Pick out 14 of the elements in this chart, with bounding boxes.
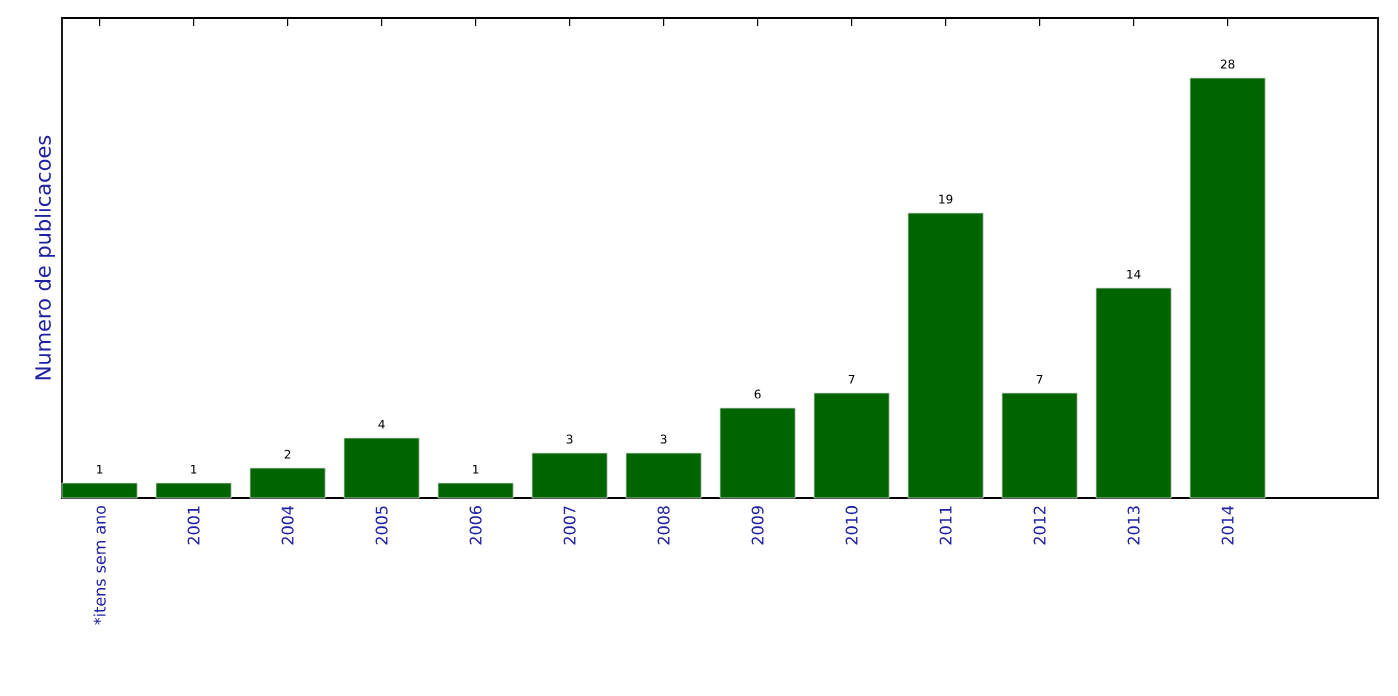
bar: [343, 437, 420, 499]
bar: [719, 407, 796, 499]
bar: [907, 212, 984, 499]
bar: [249, 467, 326, 499]
bar: [155, 482, 232, 499]
y-axis-title: Numero de publicacoes: [34, 135, 55, 380]
bar: [813, 392, 890, 499]
bar: [61, 482, 138, 499]
bar: [1001, 392, 1078, 499]
bar: [437, 482, 514, 499]
bar: [531, 452, 608, 499]
bar: [1189, 77, 1266, 499]
bar: [1095, 287, 1172, 499]
bar: [625, 452, 702, 499]
